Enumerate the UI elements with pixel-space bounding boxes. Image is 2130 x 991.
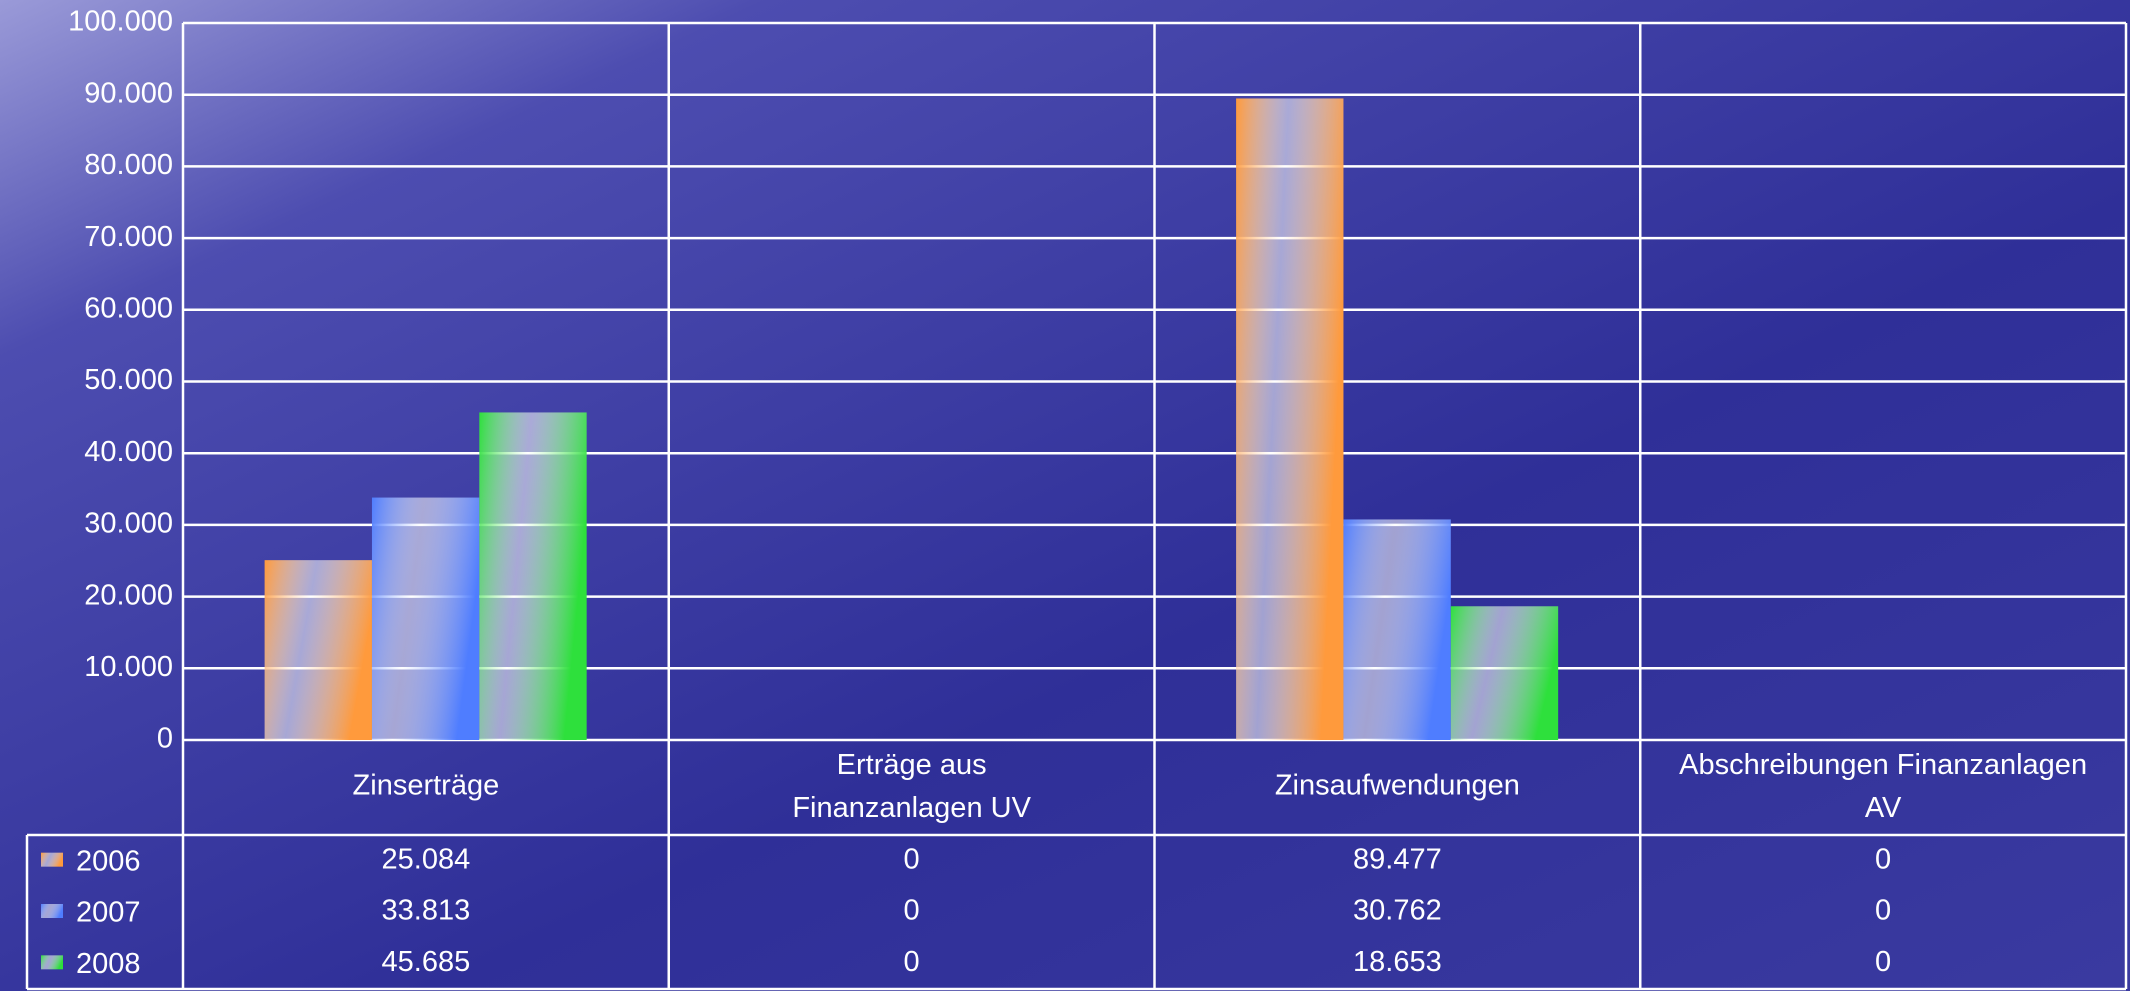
bar xyxy=(1236,98,1343,740)
y-tick-label: 90.000 xyxy=(84,77,173,109)
bar xyxy=(1451,606,1558,740)
legend-key xyxy=(41,904,63,918)
y-tick-label: 10.000 xyxy=(84,651,173,683)
y-tick-label: 50.000 xyxy=(84,364,173,396)
y-tick-label: 40.000 xyxy=(84,436,173,468)
x-tick-label: Zinsaufwendungen xyxy=(1275,770,1520,802)
x-tick-label: Zinserträge xyxy=(353,770,500,802)
y-tick-label: 80.000 xyxy=(84,149,173,181)
bar xyxy=(1343,519,1450,740)
chart: 0 10.000 20.000 30.000 40.000 50.000 60.000 70.… xyxy=(0,0,2130,991)
table-value: 25.084 xyxy=(382,843,471,875)
background xyxy=(0,0,2130,991)
legend-label: 2008 xyxy=(76,948,141,980)
legend-key xyxy=(41,955,63,969)
table-value: 33.813 xyxy=(382,895,471,927)
table-value: 0 xyxy=(1875,946,1891,978)
bar xyxy=(265,560,372,740)
bar xyxy=(479,412,586,740)
table-value: 0 xyxy=(904,895,920,927)
y-tick-label: 0 xyxy=(157,723,173,755)
bar xyxy=(372,498,479,740)
legend-label: 2006 xyxy=(76,845,141,877)
y-tick-label: 30.000 xyxy=(84,508,173,540)
table-value: 0 xyxy=(1875,843,1891,875)
y-tick-label: 60.000 xyxy=(84,292,173,324)
table-value: 30.762 xyxy=(1353,895,1442,927)
table-value: 89.477 xyxy=(1353,843,1442,875)
table-value: 45.685 xyxy=(382,946,471,978)
table-value: 0 xyxy=(904,843,920,875)
y-tick-label: 100.000 xyxy=(68,6,173,38)
table-value: 0 xyxy=(904,946,920,978)
page: 0 10.000 20.000 30.000 40.000 50.000 60.000 70.… xyxy=(0,0,2130,991)
y-tick-label: 20.000 xyxy=(84,579,173,611)
table-value: 0 xyxy=(1875,895,1891,927)
y-tick-label: 70.000 xyxy=(84,221,173,253)
legend-label: 2007 xyxy=(76,897,141,929)
table-value: 18.653 xyxy=(1353,946,1442,978)
legend-key xyxy=(41,853,63,867)
